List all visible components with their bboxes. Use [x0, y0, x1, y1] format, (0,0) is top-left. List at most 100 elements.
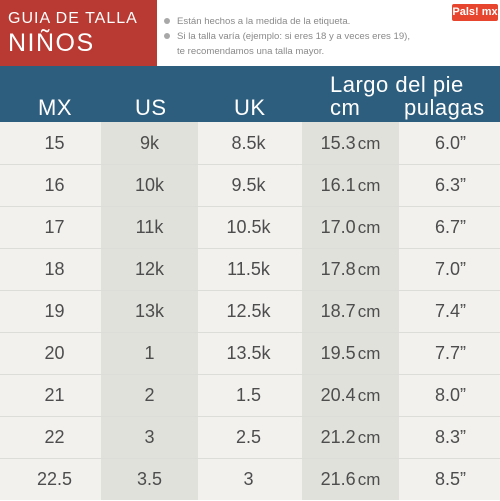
- cm-unit: cm: [357, 218, 381, 237]
- cell-inches: 8.3”: [434, 427, 467, 447]
- cm-unit: cm: [357, 344, 381, 363]
- cell-inches: 6.7”: [434, 217, 467, 237]
- cell-us: 13k: [134, 301, 165, 321]
- cell-cm: 21.2 cm: [302, 416, 399, 458]
- note-2-text-line-2: te recomendamos una talla mayor.: [177, 46, 325, 57]
- cell-inches: 7.0”: [434, 259, 467, 279]
- cell-inches: 7.4”: [434, 301, 467, 321]
- row-divider: [0, 248, 500, 249]
- header-mx: MX: [38, 95, 72, 120]
- note-2: Si la talla varía (ejemplo: si eres 18 y…: [163, 29, 443, 44]
- bullet-icon: [164, 33, 170, 39]
- cell-cm: 19.5 cm: [302, 332, 399, 374]
- note-1: Están hechos a la medida de la etiqueta.: [163, 14, 443, 29]
- cell-uk: 12.5k: [226, 301, 271, 321]
- row-divider: [0, 164, 500, 165]
- cell-cm: 16.1 cm: [302, 164, 399, 206]
- bullet-icon: [164, 18, 170, 24]
- cell-uk: 11.5k: [227, 259, 270, 279]
- cell-inches: 8.5”: [434, 469, 467, 489]
- cell-uk: 10.5k: [226, 217, 271, 237]
- cell-us: 2: [144, 385, 155, 405]
- cell-mx: 21: [44, 385, 65, 405]
- table-header: MX US UK Largo del pie cm pulagas: [0, 66, 500, 122]
- table-row: 22 3 2.5 21.2 cm 8.3”: [0, 416, 500, 458]
- cm-unit: cm: [357, 260, 381, 279]
- cm-unit: cm: [357, 134, 381, 153]
- cm-value: 15.3: [320, 133, 356, 153]
- cell-inches: 6.3”: [434, 175, 467, 195]
- cm-value: 17.8: [320, 259, 356, 279]
- cm-value: 19.5: [320, 343, 356, 363]
- note-1-text: Están hechos a la medida de la etiqueta.: [177, 16, 351, 27]
- cell-us: 11k: [135, 217, 164, 237]
- cm-value: 16.1: [320, 175, 356, 195]
- cell-uk: 3: [243, 469, 254, 489]
- cell-uk: 13.5k: [226, 343, 271, 363]
- cell-mx: 16: [44, 175, 65, 195]
- cell-us: 3.5: [136, 469, 163, 489]
- cm-unit: cm: [357, 428, 381, 447]
- brand-logo: Pals! mx: [452, 4, 498, 21]
- row-divider: [0, 206, 500, 207]
- cm-unit: cm: [357, 302, 381, 321]
- table-row: 20 1 13.5k 19.5 cm 7.7”: [0, 332, 500, 374]
- cell-mx: 17: [44, 217, 65, 237]
- cell-us: 10k: [134, 175, 165, 195]
- cell-uk: 2.5: [235, 427, 262, 447]
- cell-uk: 8.5k: [231, 133, 266, 153]
- table-row: 22.5 3.5 3 21.6 cm 8.5”: [0, 458, 500, 500]
- header-inches: pulagas: [404, 95, 485, 120]
- cell-cm: 15.3 cm: [302, 122, 399, 164]
- note-2-text-line-1: Si la talla varía (ejemplo: si eres 18 y…: [177, 31, 411, 42]
- cm-value: 21.2: [320, 427, 356, 447]
- cm-value: 18.7: [320, 301, 356, 321]
- cell-mx: 22.5: [36, 469, 73, 489]
- cell-us: 9k: [139, 133, 159, 153]
- table-row: 19 13k 12.5k 18.7 cm 7.4”: [0, 290, 500, 332]
- cell-inches: 7.7”: [434, 343, 467, 363]
- title-line-2: NIÑOS: [8, 29, 95, 57]
- cell-cm: 17.8 cm: [302, 248, 399, 290]
- cm-unit: cm: [357, 386, 381, 405]
- cell-cm: 17.0 cm: [302, 206, 399, 248]
- row-divider: [0, 332, 500, 333]
- cell-uk: 1.5: [235, 385, 262, 405]
- title-block: GUIA DE TALLA NIÑOS: [0, 0, 157, 66]
- table-row: 18 12k 11.5k 17.8 cm 7.0”: [0, 248, 500, 290]
- size-table: 15 9k 8.5k 15.3 cm 6.0” 16 10k 9.5k 16.1 cm 6.3” 17 1…: [0, 122, 500, 500]
- cm-value: 17.0: [320, 217, 356, 237]
- row-divider: [0, 374, 500, 375]
- table-row: 21 2 1.5 20.4 cm 8.0”: [0, 374, 500, 416]
- table-row: 15 9k 8.5k 15.3 cm 6.0”: [0, 122, 500, 164]
- cell-mx: 18: [44, 259, 65, 279]
- us-column-shade: [101, 122, 198, 500]
- cell-mx: 15: [44, 133, 65, 153]
- cell-cm: 18.7 cm: [302, 290, 399, 332]
- row-divider: [0, 290, 500, 291]
- row-divider: [0, 458, 500, 459]
- row-divider: [0, 416, 500, 417]
- title-line-1: GUIA DE TALLA: [8, 10, 138, 27]
- table-row: 17 11k 10.5k 17.0 cm 6.7”: [0, 206, 500, 248]
- cell-cm: 20.4 cm: [302, 374, 399, 416]
- cell-us: 3: [144, 427, 155, 447]
- cell-mx: 19: [44, 301, 65, 321]
- cm-value: 20.4: [320, 385, 356, 405]
- cell-inches: 8.0”: [434, 385, 467, 405]
- header-uk: UK: [234, 95, 266, 120]
- cell-uk: 9.5k: [231, 175, 266, 195]
- cm-unit: cm: [357, 470, 381, 489]
- cell-us: 1: [144, 343, 155, 363]
- cell-us: 12k: [134, 259, 165, 279]
- header-cm: cm: [330, 95, 361, 120]
- cm-column-shade: [302, 122, 399, 500]
- header-us: US: [135, 95, 167, 120]
- table-row: 16 10k 9.5k 16.1 cm 6.3”: [0, 164, 500, 206]
- cell-cm: 21.6 cm: [302, 458, 399, 500]
- cell-mx: 20: [44, 343, 65, 363]
- header-foot-length: Largo del pie: [330, 72, 464, 97]
- cm-unit: cm: [357, 176, 381, 195]
- cell-mx: 22: [44, 427, 65, 447]
- notes: Están hechos a la medida de la etiqueta.…: [163, 14, 443, 59]
